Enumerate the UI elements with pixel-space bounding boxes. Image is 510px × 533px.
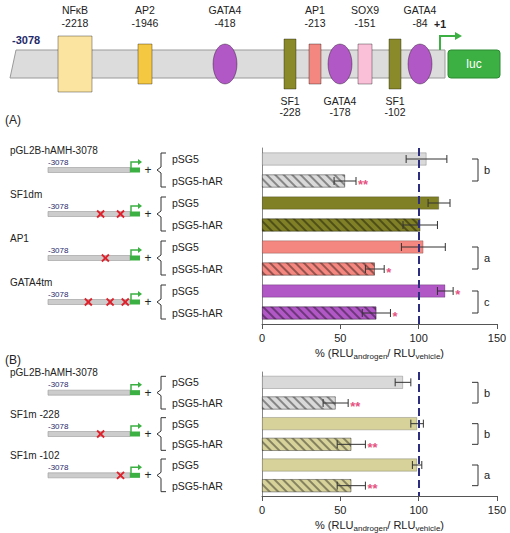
svg-text:SF1m -102: SF1m -102 — [10, 450, 60, 461]
svg-text:a: a — [484, 469, 491, 481]
svg-text:AP1: AP1 — [10, 233, 29, 244]
svg-text:vehicle: vehicle — [415, 524, 440, 533]
svg-text:-3078: -3078 — [48, 246, 69, 255]
svg-text:-418: -418 — [214, 17, 235, 29]
svg-text:-228: -228 — [279, 106, 300, 118]
svg-text:0: 0 — [259, 332, 265, 344]
svg-text:SF1m -228: SF1m -228 — [10, 409, 60, 420]
svg-text:(B): (B) — [5, 353, 21, 367]
svg-text:-178: -178 — [329, 106, 350, 118]
svg-text:pSG5-hAR: pSG5-hAR — [172, 438, 223, 450]
svg-text:% (RLU: % (RLU — [315, 519, 354, 531]
svg-text:pSG5: pSG5 — [172, 459, 199, 471]
svg-text:pSG5-hAR: pSG5-hAR — [172, 175, 223, 187]
svg-text:**: ** — [350, 399, 361, 414]
svg-text:NFκB: NFκB — [62, 4, 88, 16]
svg-text:SF1dm: SF1dm — [10, 189, 42, 200]
svg-text:150: 150 — [488, 504, 506, 516]
svg-text:**: ** — [367, 481, 378, 496]
svg-text:-151: -151 — [354, 17, 375, 29]
svg-text:*: * — [386, 265, 392, 280]
svg-text:-3078: -3078 — [48, 380, 69, 389]
svg-text:b: b — [484, 428, 490, 440]
svg-text:**: ** — [367, 440, 378, 455]
svg-text:pSG5-hAR: pSG5-hAR — [172, 263, 223, 275]
svg-text:pSG5: pSG5 — [172, 241, 199, 253]
svg-text:-3078: -3078 — [48, 463, 69, 472]
svg-text:pSG5-hAR: pSG5-hAR — [172, 397, 223, 409]
svg-text:pGL2B-hAMH-3078: pGL2B-hAMH-3078 — [10, 145, 98, 156]
svg-text:GATA4tm: GATA4tm — [10, 277, 52, 288]
svg-text:pSG5: pSG5 — [172, 418, 199, 430]
svg-text:/ RLU: / RLU — [387, 519, 415, 531]
svg-text:): ) — [440, 347, 444, 359]
svg-text:GATA4: GATA4 — [404, 4, 437, 16]
svg-text:-2218: -2218 — [62, 17, 89, 29]
svg-text:b: b — [484, 164, 490, 176]
svg-text:AP1: AP1 — [305, 4, 325, 16]
svg-text:vehicle: vehicle — [415, 352, 440, 361]
svg-text:100: 100 — [409, 504, 427, 516]
svg-text:100: 100 — [409, 332, 427, 344]
svg-text:-213: -213 — [304, 17, 325, 29]
svg-text:-3078: -3078 — [48, 202, 69, 211]
svg-text:b: b — [484, 387, 490, 399]
svg-text:-3078: -3078 — [48, 422, 69, 431]
svg-text:): ) — [440, 519, 444, 531]
svg-text:150: 150 — [488, 332, 506, 344]
svg-text:% (RLU: % (RLU — [315, 347, 354, 359]
svg-text:-102: -102 — [384, 106, 405, 118]
svg-text:-1946: -1946 — [132, 17, 159, 29]
svg-text:-3078: -3078 — [48, 158, 69, 167]
svg-text:androgen: androgen — [354, 524, 388, 533]
svg-text:*: * — [392, 309, 398, 324]
svg-text:+: + — [144, 251, 151, 265]
svg-text:pSG5: pSG5 — [172, 153, 199, 165]
svg-text:pGL2B-hAMH-3078: pGL2B-hAMH-3078 — [10, 367, 98, 378]
svg-text:-84: -84 — [412, 17, 427, 29]
svg-text:-3078: -3078 — [48, 290, 69, 299]
svg-text:pSG5: pSG5 — [172, 376, 199, 388]
svg-text:pSG5: pSG5 — [172, 285, 199, 297]
svg-text:a: a — [484, 252, 491, 264]
svg-text:+: + — [144, 163, 151, 177]
svg-text:50: 50 — [334, 504, 346, 516]
svg-text:GATA4: GATA4 — [209, 4, 242, 16]
svg-text:luc: luc — [466, 57, 481, 71]
svg-text:SF1: SF1 — [385, 95, 405, 107]
svg-text:*: * — [455, 287, 461, 302]
svg-text:c: c — [484, 296, 490, 308]
svg-text:+: + — [144, 427, 151, 441]
svg-text:-3078: -3078 — [12, 34, 40, 46]
svg-text:50: 50 — [334, 332, 346, 344]
svg-text:SOX9: SOX9 — [351, 4, 379, 16]
svg-text:+: + — [144, 295, 151, 309]
svg-text:androgen: androgen — [354, 352, 388, 361]
svg-text:pSG5-hAR: pSG5-hAR — [172, 219, 223, 231]
svg-text:pSG5-hAR: pSG5-hAR — [172, 480, 223, 492]
svg-text:pSG5: pSG5 — [172, 197, 199, 209]
svg-text:pSG5-hAR: pSG5-hAR — [172, 307, 223, 319]
svg-text:+1: +1 — [434, 18, 446, 30]
svg-text:**: ** — [358, 177, 369, 192]
svg-text:+: + — [144, 468, 151, 482]
svg-text:AP2: AP2 — [135, 4, 155, 16]
svg-text:+: + — [144, 207, 151, 221]
svg-text:(A): (A) — [5, 113, 21, 127]
svg-text:SF1: SF1 — [280, 95, 300, 107]
svg-text:0: 0 — [259, 504, 265, 516]
svg-text:+: + — [144, 386, 151, 400]
svg-text:/ RLU: / RLU — [387, 347, 415, 359]
svg-text:GATA4: GATA4 — [323, 95, 357, 107]
